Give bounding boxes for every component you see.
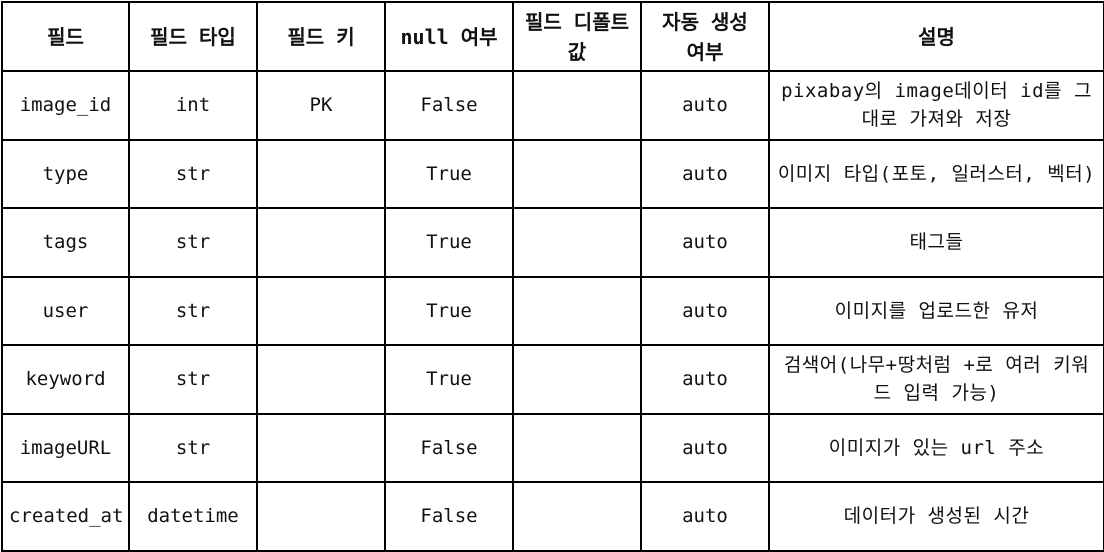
cell-auto: auto [640, 481, 770, 552]
cell-field: user [1, 275, 130, 346]
table-row: keyword str True auto 검색어(나무+땅처럼 +로 여러 키… [1, 344, 1104, 415]
cell-auto: auto [640, 207, 770, 278]
cell-field: imageURL [1, 412, 130, 483]
header-field-type: 필드 타입 [128, 1, 258, 72]
cell-description: 이미지가 있는 url 주소 [768, 412, 1104, 483]
cell-null: True [384, 207, 514, 278]
cell-type: str [128, 275, 258, 346]
cell-key [256, 344, 386, 415]
cell-type: int [128, 70, 258, 141]
cell-type: str [128, 207, 258, 278]
cell-type: str [128, 412, 258, 483]
cell-auto: auto [640, 344, 770, 415]
cell-type: str [128, 344, 258, 415]
cell-description: 태그들 [768, 207, 1104, 278]
cell-default [512, 207, 642, 278]
cell-default [512, 138, 642, 209]
cell-default [512, 481, 642, 552]
table-row: tags str True auto 태그들 [1, 207, 1104, 278]
cell-null: True [384, 138, 514, 209]
cell-description: pixabay의 image데이터 id를 그대로 가져와 저장 [768, 70, 1104, 141]
cell-description: 이미지 타입(포토, 일러스터, 벡터) [768, 138, 1104, 209]
cell-null: False [384, 412, 514, 483]
header-default: 필드 디폴트 값 [512, 1, 642, 72]
table-row: image_id int PK False auto pixabay의 imag… [1, 70, 1104, 141]
cell-description: 검색어(나무+땅처럼 +로 여러 키워드 입력 가능) [768, 344, 1104, 415]
cell-key: PK [256, 70, 386, 141]
cell-type: datetime [128, 481, 258, 552]
cell-key [256, 207, 386, 278]
cell-null: False [384, 481, 514, 552]
header-row: 필드 필드 타입 필드 키 null 여부 필드 디폴트 값 자동 생성 여부 … [1, 1, 1104, 72]
cell-default [512, 70, 642, 141]
cell-default [512, 344, 642, 415]
cell-null: True [384, 275, 514, 346]
cell-field: image_id [1, 70, 130, 141]
cell-field: type [1, 138, 130, 209]
cell-auto: auto [640, 138, 770, 209]
cell-field: keyword [1, 344, 130, 415]
header-null: null 여부 [384, 1, 514, 72]
cell-field: tags [1, 207, 130, 278]
cell-null: False [384, 70, 514, 141]
header-field: 필드 [1, 1, 130, 72]
header-field-key: 필드 키 [256, 1, 386, 72]
table-row: imageURL str False auto 이미지가 있는 url 주소 [1, 412, 1104, 483]
cell-key [256, 412, 386, 483]
header-description: 설명 [768, 1, 1104, 72]
table-row: user str True auto 이미지를 업로드한 유저 [1, 275, 1104, 346]
cell-type: str [128, 138, 258, 209]
cell-null: True [384, 344, 514, 415]
cell-auto: auto [640, 275, 770, 346]
table-row: type str True auto 이미지 타입(포토, 일러스터, 벡터) [1, 138, 1104, 209]
table-row: created_at datetime False auto 데이터가 생성된 … [1, 481, 1104, 552]
cell-auto: auto [640, 70, 770, 141]
cell-field: created_at [1, 481, 130, 552]
cell-key [256, 275, 386, 346]
cell-key [256, 138, 386, 209]
cell-default [512, 412, 642, 483]
cell-default [512, 275, 642, 346]
cell-description: 이미지를 업로드한 유저 [768, 275, 1104, 346]
cell-description: 데이터가 생성된 시간 [768, 481, 1104, 552]
cell-key [256, 481, 386, 552]
cell-auto: auto [640, 412, 770, 483]
header-auto-generated: 자동 생성 여부 [640, 1, 770, 72]
